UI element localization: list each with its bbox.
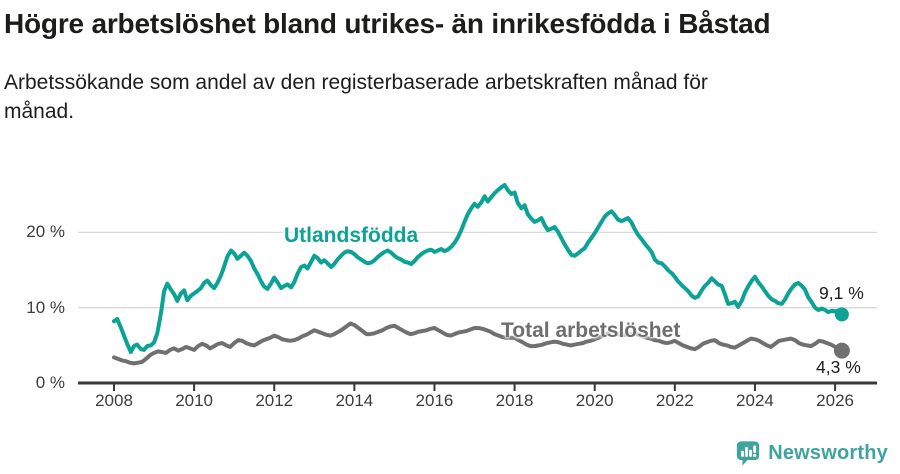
x-tick-label: 2026 <box>816 391 854 410</box>
series-label-total-arbetsloshet: Total arbetslöshet <box>501 319 681 342</box>
series-lines <box>112 183 844 366</box>
x-tick-label: 2018 <box>495 391 534 410</box>
x-tick-label: 2022 <box>655 391 694 410</box>
x-tick-label: 2010 <box>175 391 214 410</box>
series-line-utlandsfodda <box>112 183 844 355</box>
chart-subtitle: Arbetssökande som andel av den registerb… <box>4 71 708 123</box>
x-tick-label: 2008 <box>95 391 133 410</box>
series-end-dot-total <box>833 342 850 359</box>
axis <box>78 381 877 391</box>
x-tick-label: 2016 <box>415 391 454 410</box>
y-tick-label: 10 % <box>26 297 65 317</box>
series-label-utlandsfodda: Utlandsfödda <box>284 224 419 247</box>
series-line-total <box>112 321 844 366</box>
x-tick-label: 2020 <box>575 391 614 410</box>
series-end-dots <box>833 307 850 359</box>
end-value-utlandsfodda: 9,1 % <box>819 283 864 303</box>
gridlines <box>78 231 877 309</box>
page-title: Högre arbetslöshet bland utrikes- än inr… <box>4 8 771 39</box>
x-tick-label: 2014 <box>335 391 374 410</box>
x-tick-label: 2012 <box>255 391 294 410</box>
series-end-dot-utlandsfodda <box>834 307 849 322</box>
y-tick-label: 20 % <box>26 222 65 242</box>
end-value-total: 4,3 % <box>816 357 861 377</box>
x-tick-label: 2024 <box>736 391 774 410</box>
newsworthy-wordmark: Newsworthy <box>768 442 888 464</box>
y-tick-label: 0 % <box>35 373 65 392</box>
bar-chart-speech-bubble-icon <box>735 439 761 468</box>
newsworthy-logo: Newsworthy <box>735 439 888 468</box>
